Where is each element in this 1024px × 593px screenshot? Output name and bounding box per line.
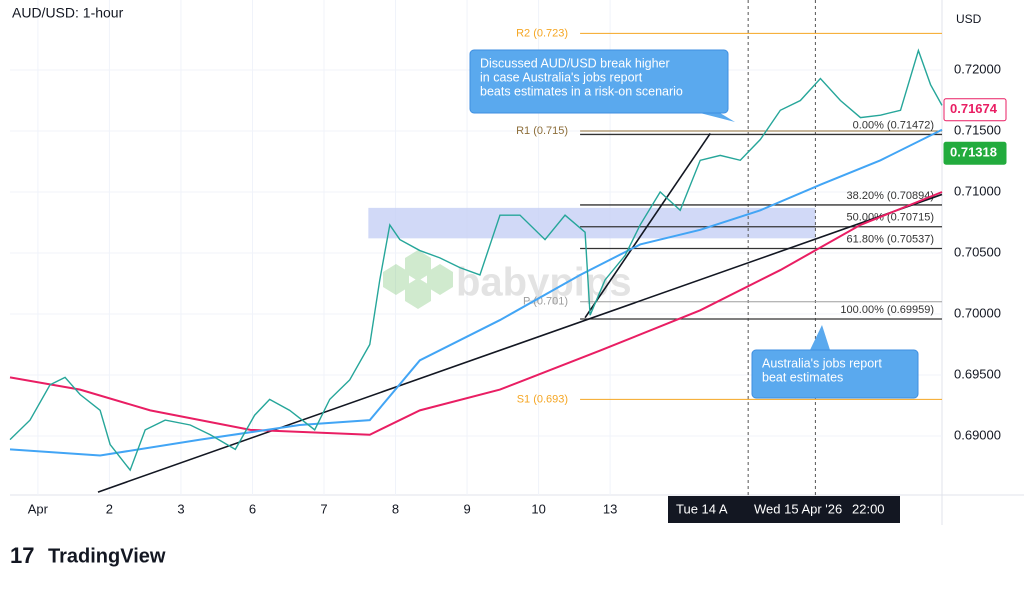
y-tick-label: 0.72000 (954, 61, 1001, 76)
grid (10, 0, 942, 495)
pivot-label: P (0.701) (523, 296, 568, 308)
x-tick-label: Apr (28, 501, 49, 516)
brand-name: TradingView (48, 545, 166, 567)
callout-text: beats estimates in a risk-on scenario (480, 84, 683, 98)
y-tick-label: 0.70000 (954, 305, 1001, 320)
y-tick-label: 0.70500 (954, 244, 1001, 259)
pivot-label: S1 (0.693) (517, 393, 568, 405)
logo-hex (383, 264, 409, 295)
callout-text: beat estimates (762, 370, 843, 384)
crosshair-label: Tue 14 A (676, 501, 728, 516)
callout-pointer (700, 113, 735, 122)
moving-average (9, 128, 943, 457)
fib-label: 0.00% (0.71472) (853, 119, 934, 131)
callout-box (751, 349, 919, 399)
logo-hex (427, 264, 453, 295)
callout-box (469, 49, 729, 114)
crosshair-label: Wed 15 Apr '26 (754, 501, 842, 516)
brand-icon: 17 (10, 543, 34, 568)
chart-title: AUD/USD: 1-hour (12, 5, 124, 21)
currency-label: USD (956, 12, 982, 26)
moving-average (9, 191, 943, 436)
zone (368, 207, 816, 239)
callout-text: Discussed AUD/USD break higher (480, 56, 670, 70)
x-tick-label: 9 (463, 501, 470, 516)
fib-label: 38.20% (0.70894) (847, 190, 934, 202)
plot: R2 (0.723) R1 (0.715) P (0.701) S1 (0.693) 0… (9, 0, 943, 495)
fib-label: 61.80% (0.70537) (847, 233, 934, 245)
x-tick-label: 13 (603, 501, 617, 516)
x-tick-label: 10 (531, 501, 545, 516)
y-tick-label: 0.71500 (954, 122, 1001, 137)
x-tick-label: 6 (249, 501, 256, 516)
x-tick-label: 7 (320, 501, 327, 516)
fib-label: 100.00% (0.69959) (840, 304, 934, 316)
y-tick-label: 0.69000 (954, 427, 1001, 442)
price-label: 0.71674 (950, 101, 998, 116)
x-tick-label: 3 (177, 501, 184, 516)
price-label-box (943, 98, 1007, 122)
price-label: 0.71318 (950, 145, 997, 160)
price-label-box (943, 141, 1007, 165)
crosshair-label: 22:00 (852, 501, 885, 516)
watermark-text: babypips (456, 261, 632, 305)
callout-text: in case Australia's jobs report (480, 70, 643, 84)
y-tick-label: 0.69500 (954, 366, 1001, 381)
y-tick-label: 0.71000 (954, 183, 1001, 198)
brand: 17 TradingView (10, 543, 166, 568)
x-tick-label: 8 (392, 501, 399, 516)
watermark: babypips (383, 250, 632, 309)
callout-text: Australia's jobs report (762, 356, 882, 370)
pivot-label: R1 (0.715) (516, 125, 568, 137)
x-tick-label: 2 (106, 501, 113, 516)
callout-pointer (810, 325, 830, 350)
logo-hex (405, 278, 431, 309)
crosshair-box (668, 496, 900, 523)
trendline (584, 132, 711, 319)
logo-hex (405, 250, 431, 281)
price-line (9, 48, 943, 472)
pivot-label: R2 (0.723) (516, 27, 568, 39)
